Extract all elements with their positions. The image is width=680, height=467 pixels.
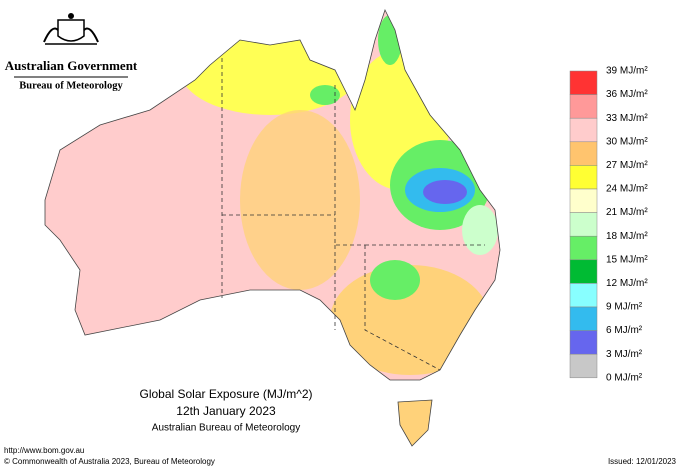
- legend-label: 6 MJ/m²: [606, 325, 643, 336]
- legend-label: 33 MJ/m²: [606, 113, 648, 124]
- tasmania: [397, 399, 433, 447]
- legend-label: 3 MJ/m²: [606, 349, 643, 360]
- legend: 39 MJ/m² 36 MJ/m² 33 MJ/m² 30 MJ/m² 27 MJ/m²…: [569, 66, 648, 383]
- footer-url: http://www.bom.gov.au: [4, 446, 84, 455]
- agency-name: Bureau of Meteorology: [19, 80, 123, 91]
- state-borders: [221, 58, 485, 371]
- legend-swatch: [569, 165, 598, 190]
- legend-swatch: [569, 70, 598, 95]
- legend-swatch: [569, 306, 598, 331]
- legend-swatch: [569, 94, 598, 119]
- legend-label: 9 MJ/m²: [606, 302, 643, 313]
- legend-label: 15 MJ/m²: [606, 254, 648, 265]
- legend-swatch: [569, 141, 598, 166]
- government-name: Australian Government: [5, 58, 138, 73]
- legend-swatch: [569, 283, 598, 308]
- legend-label: 12 MJ/m²: [606, 278, 648, 289]
- crest: [43, 13, 99, 45]
- legend-swatch: [569, 259, 598, 284]
- map-title: Global Solar Exposure (MJ/m^2): [139, 387, 312, 401]
- legend-swatch: [569, 117, 598, 143]
- legend-label: 18 MJ/m²: [606, 231, 648, 242]
- legend-swatch: [569, 235, 598, 261]
- legend-swatch: [569, 330, 598, 355]
- legend-swatch: [569, 353, 598, 379]
- map-date: 12th January 2023: [176, 404, 276, 418]
- legend-label: 39 MJ/m²: [606, 66, 648, 77]
- legend-label: 30 MJ/m²: [606, 136, 648, 147]
- legend-swatch: [569, 188, 598, 213]
- legend-swatch: [569, 212, 598, 237]
- footer-issued: Issued: 12/01/2023: [608, 457, 677, 466]
- legend-label: 24 MJ/m²: [606, 184, 648, 195]
- legend-label: 36 MJ/m²: [606, 89, 648, 100]
- legend-label: 0 MJ/m²: [606, 372, 643, 383]
- map-credit: Australian Bureau of Meteorology: [152, 423, 300, 434]
- footer-copyright: © Commonwealth of Australia 2023, Bureau…: [4, 457, 215, 466]
- legend-label: 21 MJ/m²: [606, 207, 648, 218]
- legend-label: 27 MJ/m²: [606, 160, 648, 171]
